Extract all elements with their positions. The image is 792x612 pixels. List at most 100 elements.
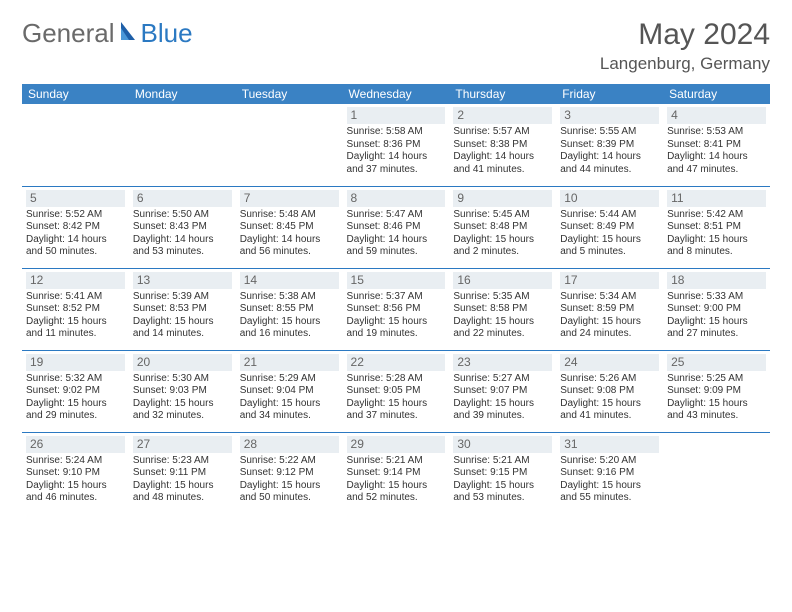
day-number: 7 <box>240 190 339 207</box>
day-info: Sunrise: 5:24 AMSunset: 9:10 PMDaylight:… <box>26 455 125 505</box>
day-cell: 25 Sunrise: 5:25 AMSunset: 9:09 PMDayligh… <box>663 350 770 432</box>
col-fri: Friday <box>556 84 663 104</box>
day-info: Sunrise: 5:22 AMSunset: 9:12 PMDaylight:… <box>240 455 339 505</box>
day-info: Sunrise: 5:28 AMSunset: 9:05 PMDaylight:… <box>347 373 446 423</box>
day-info: Sunrise: 5:41 AMSunset: 8:52 PMDaylight:… <box>26 291 125 341</box>
day-cell: 27Sunrise: 5:23 AMSunset: 9:11 PMDayligh… <box>129 432 236 514</box>
day-info: Sunrise: 5:33 AMSunset: 9:00 PMDaylight:… <box>667 291 766 341</box>
day-cell: 19Sunrise: 5:32 AMSunset: 9:02 PMDayligh… <box>22 350 129 432</box>
day-cell: 13 Sunrise: 5:39 AMSunset: 8:53 PMDayligh… <box>129 268 236 350</box>
day-cell <box>663 432 770 514</box>
day-cell: 10Sunrise: 5:44 AMSunset: 8:49 PMDayligh… <box>556 186 663 268</box>
day-info: Sunrise: 5:48 AMSunset: 8:45 PMDaylight:… <box>240 209 339 259</box>
day-number: 9 <box>453 190 552 207</box>
day-info: Sunrise: 5:20 AMSunset: 9:16 PMDaylight:… <box>560 455 659 505</box>
day-number: 20 <box>133 354 232 371</box>
day-cell: 15 Sunrise: 5:37 AMSunset: 8:56 PMDayligh… <box>343 268 450 350</box>
day-number: 24 <box>560 354 659 371</box>
day-cell: 12 Sunrise: 5:41 AMSunset: 8:52 PMDayligh… <box>22 268 129 350</box>
day-number: 22 <box>347 354 446 371</box>
day-cell: 29Sunrise: 5:21 AMSunset: 9:14 PMDayligh… <box>343 432 450 514</box>
day-number: 17 <box>560 272 659 289</box>
month-title: May 2024 <box>600 18 770 52</box>
day-cell: 26 Sunrise: 5:24 AMSunset: 9:10 PMDayligh… <box>22 432 129 514</box>
sail-icon <box>119 20 139 47</box>
day-cell: 24 Sunrise: 5:26 AMSunset: 9:08 PMDayligh… <box>556 350 663 432</box>
day-cell: 28 Sunrise: 5:22 AMSunset: 9:12 PMDayligh… <box>236 432 343 514</box>
day-number: 12 <box>26 272 125 289</box>
day-cell: 2 Sunrise: 5:57 AMSunset: 8:38 PMDaylight… <box>449 104 556 186</box>
day-info: Sunrise: 5:38 AMSunset: 8:55 PMDaylight:… <box>240 291 339 341</box>
day-cell: 1 Sunrise: 5:58 AMSunset: 8:36 PMDaylight… <box>343 104 450 186</box>
day-number: 6 <box>133 190 232 207</box>
day-info: Sunrise: 5:47 AMSunset: 8:46 PMDaylight:… <box>347 209 446 259</box>
day-number: 26 <box>26 436 125 453</box>
calendar-table: Sunday Monday Tuesday Wednesday Thursday… <box>22 84 770 514</box>
day-number: 1 <box>347 107 446 124</box>
day-cell: 31 Sunrise: 5:20 AMSunset: 9:16 PMDayligh… <box>556 432 663 514</box>
day-cell: 7 Sunrise: 5:48 AMSunset: 8:45 PMDaylight… <box>236 186 343 268</box>
day-cell: 23Sunrise: 5:27 AMSunset: 9:07 PMDayligh… <box>449 350 556 432</box>
day-info: Sunrise: 5:57 AMSunset: 8:38 PMDaylight:… <box>453 126 552 176</box>
day-info: Sunrise: 5:32 AMSunset: 9:02 PMDaylight:… <box>26 373 125 423</box>
day-number: 10 <box>560 190 659 207</box>
day-info: Sunrise: 5:30 AMSunset: 9:03 PMDaylight:… <box>133 373 232 423</box>
day-info: Sunrise: 5:26 AMSunset: 9:08 PMDaylight:… <box>560 373 659 423</box>
col-wed: Wednesday <box>343 84 450 104</box>
day-cell: 16 Sunrise: 5:35 AMSunset: 8:58 PMDayligh… <box>449 268 556 350</box>
day-info: Sunrise: 5:35 AMSunset: 8:58 PMDaylight:… <box>453 291 552 341</box>
day-number: 30 <box>453 436 552 453</box>
day-number: 3 <box>560 107 659 124</box>
day-cell: 18 Sunrise: 5:33 AMSunset: 9:00 PMDayligh… <box>663 268 770 350</box>
brand-text-2: Blue <box>141 18 193 49</box>
day-cell: 4Sunrise: 5:53 AMSunset: 8:41 PMDaylight… <box>663 104 770 186</box>
day-info: Sunrise: 5:55 AMSunset: 8:39 PMDaylight:… <box>560 126 659 176</box>
day-cell: 17 Sunrise: 5:34 AMSunset: 8:59 PMDayligh… <box>556 268 663 350</box>
day-number: 8 <box>347 190 446 207</box>
day-info: Sunrise: 5:25 AMSunset: 9:09 PMDaylight:… <box>667 373 766 423</box>
day-info: Sunrise: 5:42 AMSunset: 8:51 PMDaylight:… <box>667 209 766 259</box>
day-info: Sunrise: 5:21 AMSunset: 9:14 PMDaylight:… <box>347 455 446 505</box>
day-cell: 20 Sunrise: 5:30 AMSunset: 9:03 PMDayligh… <box>129 350 236 432</box>
week-row: 26 Sunrise: 5:24 AMSunset: 9:10 PMDayligh… <box>22 432 770 514</box>
day-info: Sunrise: 5:34 AMSunset: 8:59 PMDaylight:… <box>560 291 659 341</box>
day-number: 16 <box>453 272 552 289</box>
day-number: 2 <box>453 107 552 124</box>
title-block: May 2024 Langenburg, Germany <box>600 18 770 74</box>
day-cell <box>22 104 129 186</box>
week-row: 12 Sunrise: 5:41 AMSunset: 8:52 PMDayligh… <box>22 268 770 350</box>
day-number: 15 <box>347 272 446 289</box>
day-cell: 14 Sunrise: 5:38 AMSunset: 8:55 PMDayligh… <box>236 268 343 350</box>
day-number: 21 <box>240 354 339 371</box>
day-cell: 8 Sunrise: 5:47 AMSunset: 8:46 PMDaylight… <box>343 186 450 268</box>
day-number: 31 <box>560 436 659 453</box>
day-number: 18 <box>667 272 766 289</box>
brand-logo: General Blue <box>22 18 193 49</box>
day-number: 11 <box>667 190 766 207</box>
day-info: Sunrise: 5:29 AMSunset: 9:04 PMDaylight:… <box>240 373 339 423</box>
day-number: 5 <box>26 190 125 207</box>
day-cell: 22 Sunrise: 5:28 AMSunset: 9:05 PMDayligh… <box>343 350 450 432</box>
day-cell: 5Sunrise: 5:52 AMSunset: 8:42 PMDaylight… <box>22 186 129 268</box>
day-number: 28 <box>240 436 339 453</box>
day-number: 14 <box>240 272 339 289</box>
day-info: Sunrise: 5:37 AMSunset: 8:56 PMDaylight:… <box>347 291 446 341</box>
day-info: Sunrise: 5:50 AMSunset: 8:43 PMDaylight:… <box>133 209 232 259</box>
day-info: Sunrise: 5:39 AMSunset: 8:53 PMDaylight:… <box>133 291 232 341</box>
col-sat: Saturday <box>663 84 770 104</box>
day-number: 27 <box>133 436 232 453</box>
col-tue: Tuesday <box>236 84 343 104</box>
day-info: Sunrise: 5:21 AMSunset: 9:15 PMDaylight:… <box>453 455 552 505</box>
brand-text-1: General <box>22 18 115 49</box>
week-row: 1 Sunrise: 5:58 AMSunset: 8:36 PMDaylight… <box>22 104 770 186</box>
location-label: Langenburg, Germany <box>600 54 770 74</box>
day-number: 13 <box>133 272 232 289</box>
day-number: 4 <box>667 107 766 124</box>
col-sun: Sunday <box>22 84 129 104</box>
day-info: Sunrise: 5:27 AMSunset: 9:07 PMDaylight:… <box>453 373 552 423</box>
calendar-page: General Blue May 2024 Langenburg, German… <box>0 0 792 532</box>
day-cell <box>236 104 343 186</box>
day-info: Sunrise: 5:58 AMSunset: 8:36 PMDaylight:… <box>347 126 446 176</box>
col-mon: Monday <box>129 84 236 104</box>
day-number: 25 <box>667 354 766 371</box>
